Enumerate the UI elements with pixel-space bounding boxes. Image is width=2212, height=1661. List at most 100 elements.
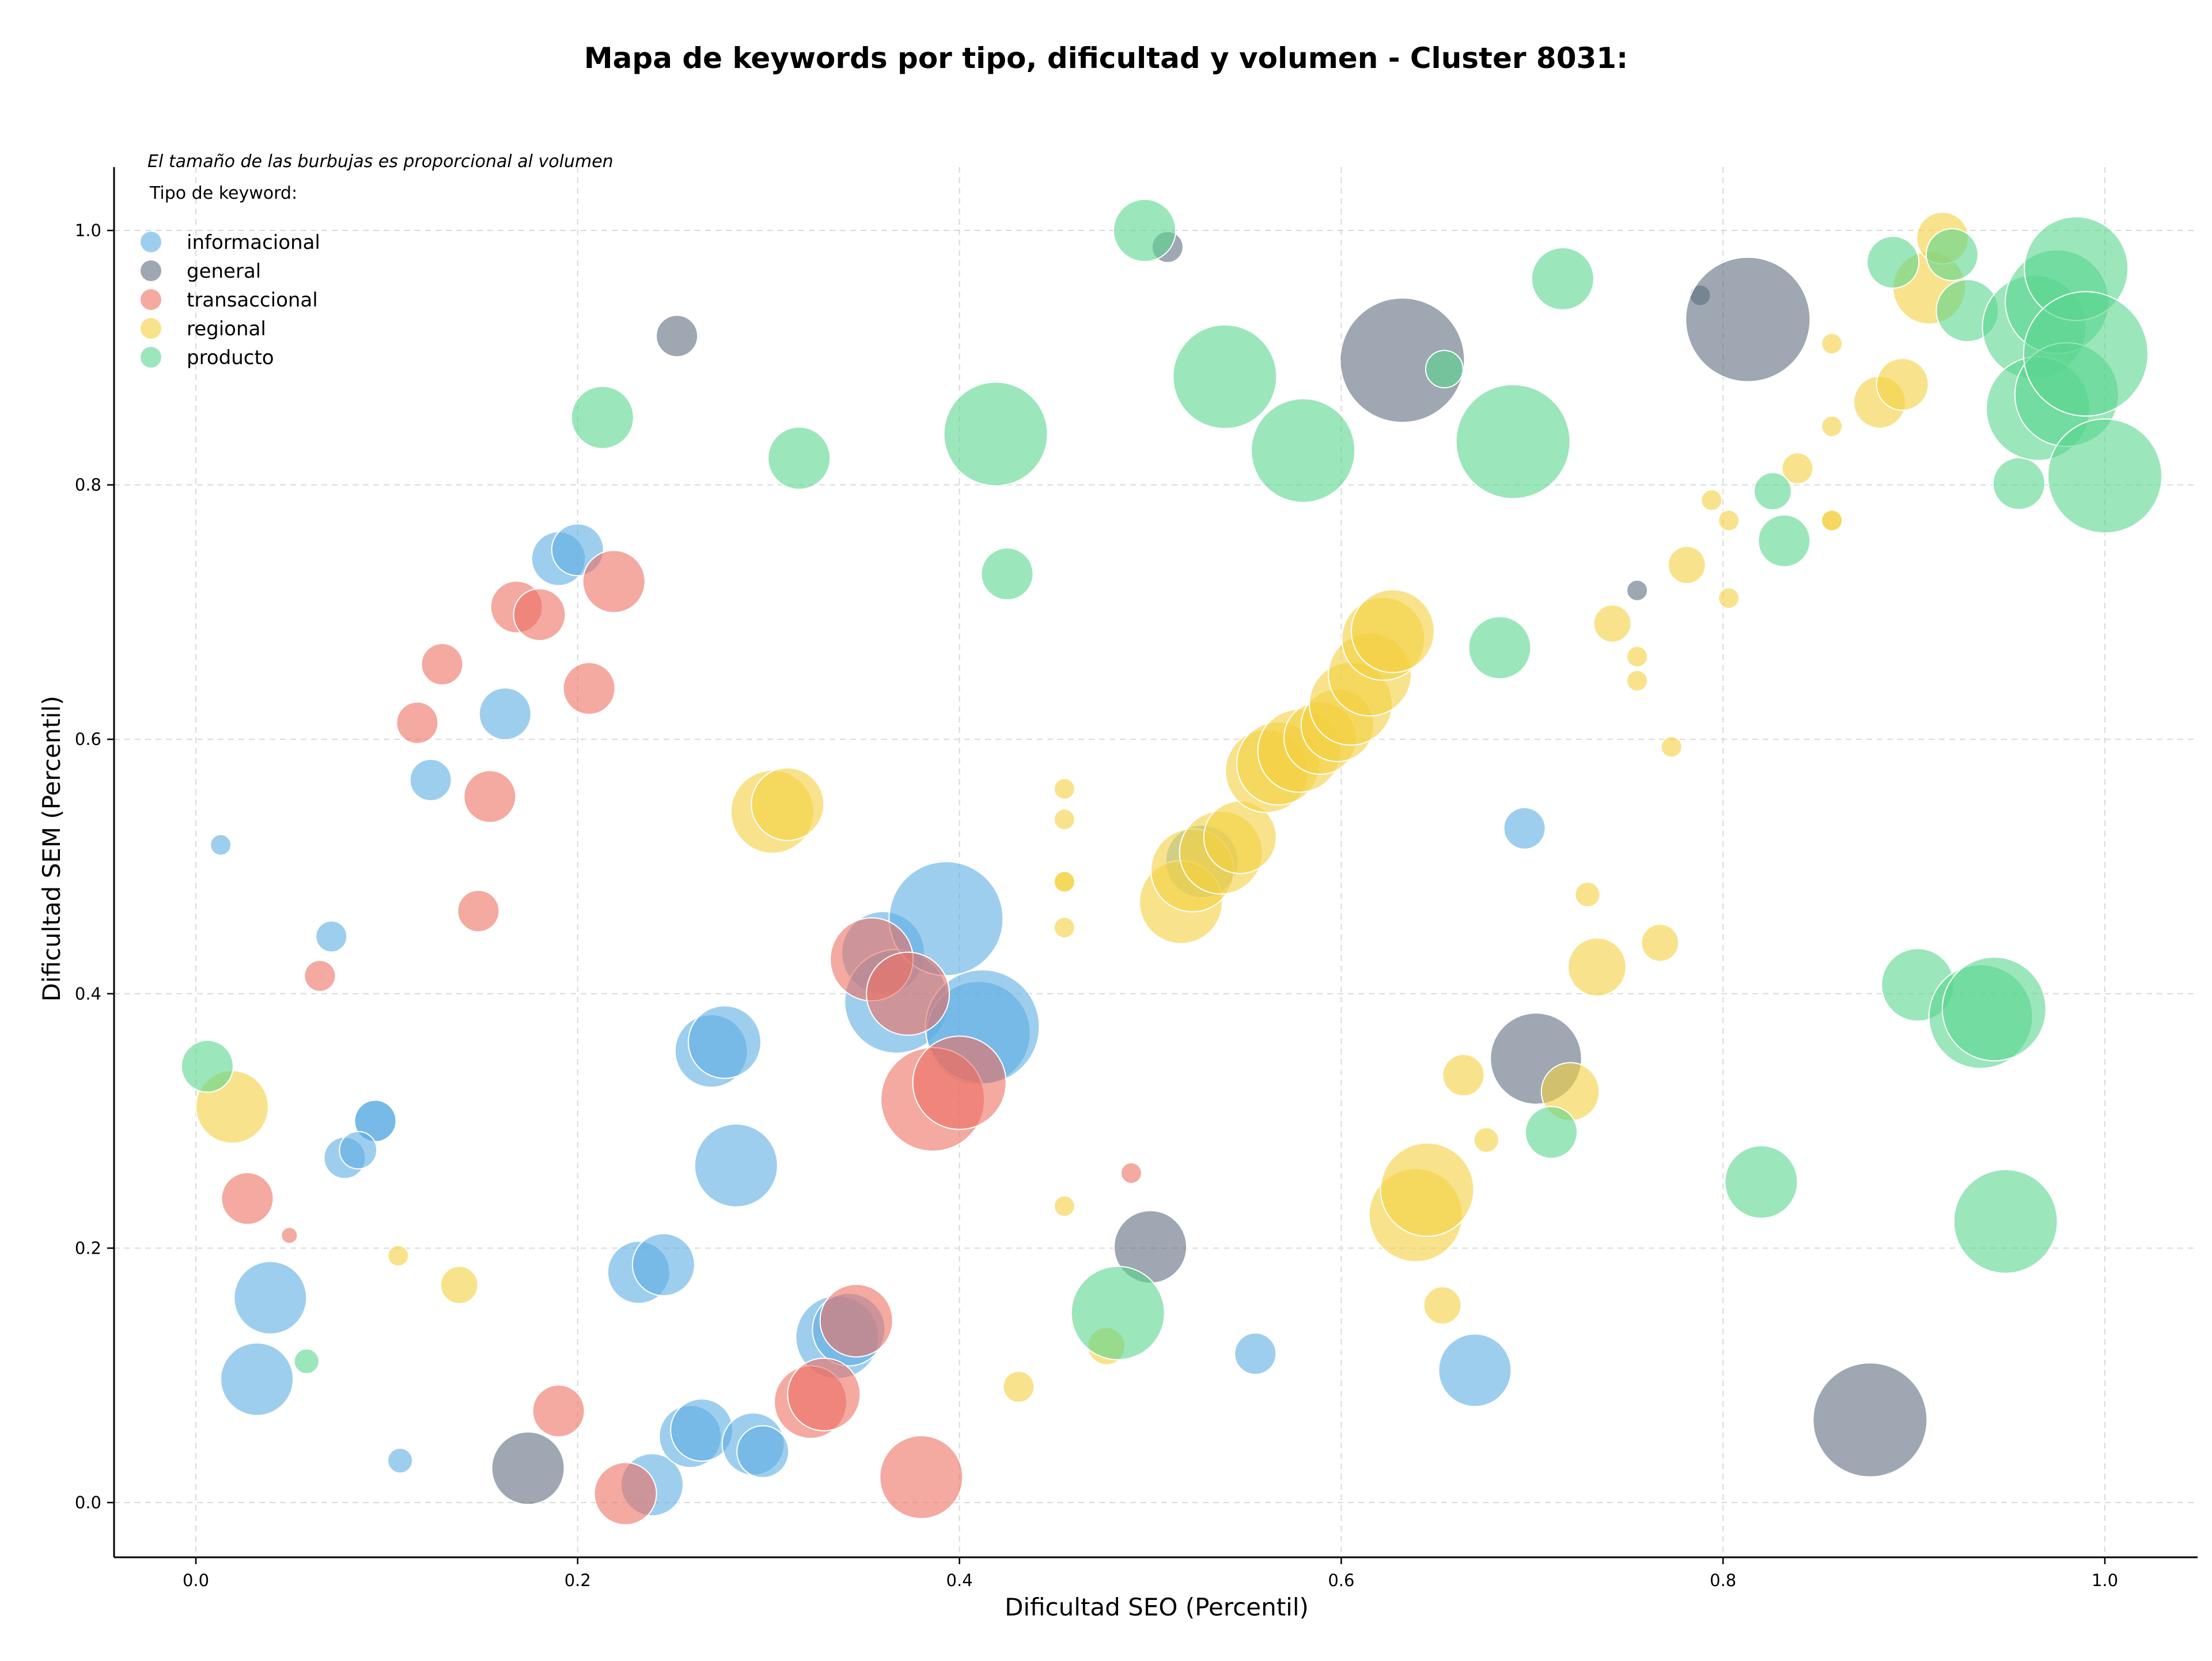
legend-label-producto: producto [187, 346, 274, 369]
x-tick-label-0: 0.0 [183, 1571, 209, 1590]
bubble-producto-3 [767, 426, 831, 490]
bubble-transaccional-20 [912, 1035, 1007, 1130]
bubble-producto-18 [1866, 236, 1920, 289]
bubble-producto-6 [1070, 1266, 1165, 1361]
bubble-regional-38 [1660, 736, 1683, 758]
legend-label-transaccional: transaccional [187, 289, 318, 312]
bubble-producto-9 [1251, 398, 1356, 503]
bubble-informacional-3 [478, 687, 532, 741]
bubble-informacional-0 [210, 834, 232, 856]
bubble-regional-27 [1380, 1142, 1475, 1237]
bubble-informacional-27 [888, 861, 1004, 977]
legend: El tamaño de las burbujas es proporciona… [141, 152, 613, 369]
bubbles [180, 199, 2162, 1526]
bubble-regional-11 [1053, 1195, 1075, 1217]
bubble-informacional-1 [315, 920, 348, 953]
bubble-regional-9 [1053, 871, 1075, 893]
bubble-general-6 [1626, 579, 1649, 601]
bubble-regional-10 [1053, 916, 1075, 939]
y-tick-label-3: 0.6 [75, 729, 101, 749]
bubble-regional-2 [440, 1266, 479, 1304]
y-tick-label-2: 0.4 [75, 984, 101, 1004]
bubble-transaccional-21 [1120, 1162, 1142, 1185]
bubble-regional-7 [1053, 808, 1075, 831]
bubble-general-9 [1812, 1362, 1928, 1478]
bubble-producto-5 [980, 547, 1034, 601]
y-tick-label-0: 0.0 [75, 1493, 101, 1512]
bubble-producto-10 [1425, 350, 1464, 389]
bubble-informacional-19 [736, 1425, 790, 1478]
x-tick-label-4: 0.8 [1710, 1571, 1736, 1590]
bubble-informacional-9 [339, 1130, 378, 1170]
bubble-producto-7 [1113, 199, 1177, 262]
bubble-producto-32 [2047, 418, 2162, 534]
x-tick-label-1: 0.2 [565, 1571, 591, 1590]
bubble-informacional-21 [687, 1005, 762, 1079]
bubble-transaccional-3 [396, 701, 439, 744]
legend-marker-general [141, 260, 161, 281]
bubble-producto-16 [1753, 472, 1792, 511]
bubble-regional-40 [1700, 489, 1723, 512]
bubble-regional-42 [1718, 587, 1740, 610]
bubble-producto-2 [570, 385, 634, 449]
bubble-producto-17 [1758, 514, 1811, 567]
bubble-regional-41 [1718, 509, 1740, 532]
axes: 0.0 0.0 0.2 0.2 0.4 0.4 0.6 0.6 0.8 0.8 1.0 1.0 [75, 167, 2198, 1590]
bubble-transaccional-9 [562, 661, 616, 715]
bubble-producto-12 [1455, 384, 1571, 500]
bubble-producto-23 [1941, 956, 2047, 1062]
legend-marker-transaccional [141, 289, 161, 310]
bubble-producto-8 [1172, 324, 1278, 429]
bubble-transaccional-11 [532, 1384, 585, 1438]
bubble-general-4 [1339, 297, 1465, 423]
bubble-regional-29 [1442, 1054, 1485, 1097]
bubble-informacional-32 [1438, 1333, 1512, 1408]
bubble-transaccional-14 [787, 1357, 861, 1432]
bubble-informacional-12 [387, 1447, 414, 1474]
bubble-producto-15 [1724, 1145, 1798, 1219]
bubble-transaccional-18 [879, 1435, 964, 1519]
bubble-regional-30 [1473, 1127, 1499, 1153]
bubble-regional-35 [1626, 645, 1649, 668]
bubble-regional-32 [1574, 881, 1601, 908]
bubble-transaccional-5 [457, 890, 500, 933]
y-tick-label-4: 0.8 [75, 475, 101, 495]
bubble-regional-39 [1667, 546, 1706, 585]
legend-label-informacional: informacional [187, 231, 320, 254]
bubble-producto-14 [1531, 247, 1594, 311]
y-tick-label-1: 0.2 [75, 1238, 101, 1258]
y-axis-title: Dificultad SEM (Percentil) [37, 696, 66, 1002]
bubble-transaccional-17 [866, 951, 950, 1036]
bubble-producto-13 [1524, 1106, 1578, 1159]
bubble-transaccional-0 [304, 959, 336, 992]
bubble-general-0 [656, 315, 699, 358]
x-axis-title: Dificultad SEO (Percentil) [1005, 1593, 1309, 1621]
bubble-informacional-11 [220, 1342, 294, 1416]
bubble-regional-1 [387, 1244, 410, 1267]
legend-marker-producto [141, 347, 161, 368]
bubble-size-note: El tamaño de las burbujas es proporciona… [147, 152, 613, 172]
bubble-producto-4 [943, 381, 1048, 487]
bubble-producto-25 [1992, 457, 2046, 510]
x-tick-label-5: 1.0 [2092, 1571, 2118, 1590]
bubble-producto-24 [1953, 1169, 2058, 1274]
bubble-transaccional-15 [819, 1284, 893, 1358]
bubble-regional-43 [1781, 452, 1814, 485]
bubble-regional-49 [1876, 358, 1929, 411]
bubble-informacional-10 [233, 1261, 308, 1335]
bubble-regional-37 [1641, 924, 1680, 962]
bubble-informacional-2 [409, 758, 452, 801]
bubble-regional-36 [1626, 669, 1649, 692]
legend-label-general: general [187, 260, 261, 283]
bubble-regional-28 [1423, 1286, 1462, 1325]
x-tick-label-3: 0.6 [1328, 1571, 1354, 1590]
bubble-transaccional-12 [593, 1462, 657, 1526]
bubble-regional-34 [1593, 604, 1632, 643]
legend-marker-regional [141, 318, 161, 339]
bubble-transaccional-2 [281, 1227, 298, 1244]
bubble-regional-6 [1053, 778, 1075, 800]
bubble-regional-5 [1002, 1371, 1035, 1403]
bubble-regional-45 [1821, 415, 1843, 438]
bubble-transaccional-6 [463, 770, 517, 823]
